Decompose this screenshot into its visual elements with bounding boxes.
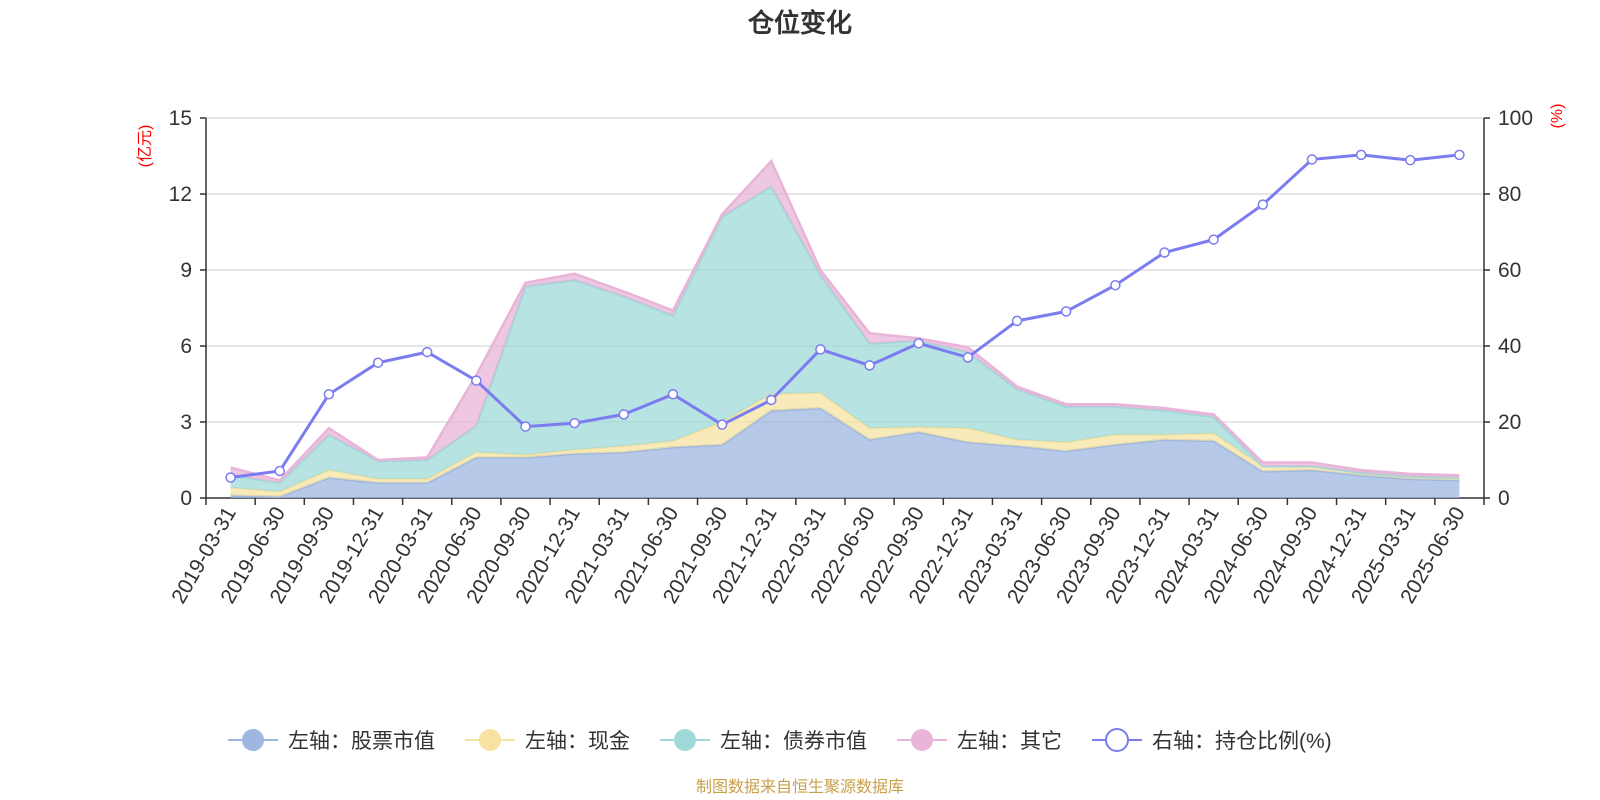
ratio-point [1454, 149, 1465, 161]
right-tick-label: 40 [1498, 335, 1521, 358]
ratio-point [520, 421, 531, 432]
legend-label: 左轴：现金 [525, 730, 630, 753]
left-tick-label: 6 [180, 335, 192, 358]
area-左轴：债券市值 [230, 186, 1460, 492]
left-tick-label: 0 [180, 487, 192, 510]
ratio-point [1011, 315, 1023, 327]
ratio-point [864, 360, 875, 371]
legend-marker [911, 729, 933, 751]
left-tick-label: 15 [169, 107, 192, 130]
ratio-point [618, 409, 630, 420]
legend-label: 左轴：其它 [957, 730, 1062, 753]
legend-marker [242, 729, 264, 751]
legend-marker [674, 729, 696, 751]
ratio-point [1257, 199, 1269, 210]
ratio-point [471, 375, 482, 386]
legend-marker [1105, 728, 1129, 752]
right-tick-label: 0 [1498, 487, 1510, 510]
area-左轴：现金 [230, 392, 1460, 497]
ratio-point [421, 346, 433, 358]
left-axis-name: (亿元) [136, 125, 154, 168]
area-edge-左轴：现金 [230, 391, 1460, 493]
chart-title: 仓位变化 [747, 8, 852, 38]
legend-label: 右轴：持仓比例(%) [1152, 730, 1332, 753]
ratio-point [274, 465, 285, 477]
ratio-point [716, 419, 728, 430]
left-tick-label: 12 [169, 183, 192, 206]
right-tick-label: 60 [1498, 259, 1521, 282]
legend: 左轴：股票市值 左轴：现金 左轴：债券市值 左轴：其它 右轴：持仓比例(%) [228, 728, 1332, 753]
stacked-areas [230, 158, 1460, 498]
ratio-point [667, 389, 679, 400]
ratio-line [225, 149, 1465, 483]
ratio-point [962, 352, 974, 363]
legend-marker [479, 729, 501, 751]
ratio-line-path [230, 153, 1460, 479]
left-tick-label: 9 [180, 259, 192, 282]
ratio-point [815, 344, 826, 355]
ratio-point [1060, 306, 1072, 317]
right-axis-name: (%) [1549, 104, 1566, 129]
area-edge-左轴：其它 [230, 158, 1460, 482]
area-左轴：股票市值 [230, 408, 1460, 498]
ratio-point [1208, 234, 1219, 245]
source-note: 制图数据来自恒生聚源数据库 [696, 778, 904, 796]
ratio-point [1159, 247, 1170, 258]
ratio-point [225, 472, 236, 483]
legend-label: 左轴：股票市值 [288, 730, 435, 753]
ratio-point [766, 394, 777, 406]
right-tick-label: 100 [1498, 107, 1533, 130]
ratio-point [323, 389, 335, 400]
legend-label: 左轴：债券市值 [720, 730, 867, 753]
right-tick-label: 80 [1498, 183, 1521, 206]
right-tick-label: 20 [1498, 411, 1521, 434]
ratio-point [372, 357, 384, 368]
ratio-point [1405, 154, 1416, 166]
ratio-point [1110, 279, 1121, 291]
ratio-point [1355, 149, 1367, 161]
ratio-point [1306, 154, 1318, 165]
left-tick-label: 3 [180, 411, 192, 434]
ratio-point [913, 338, 924, 349]
ratio-point [569, 417, 580, 429]
